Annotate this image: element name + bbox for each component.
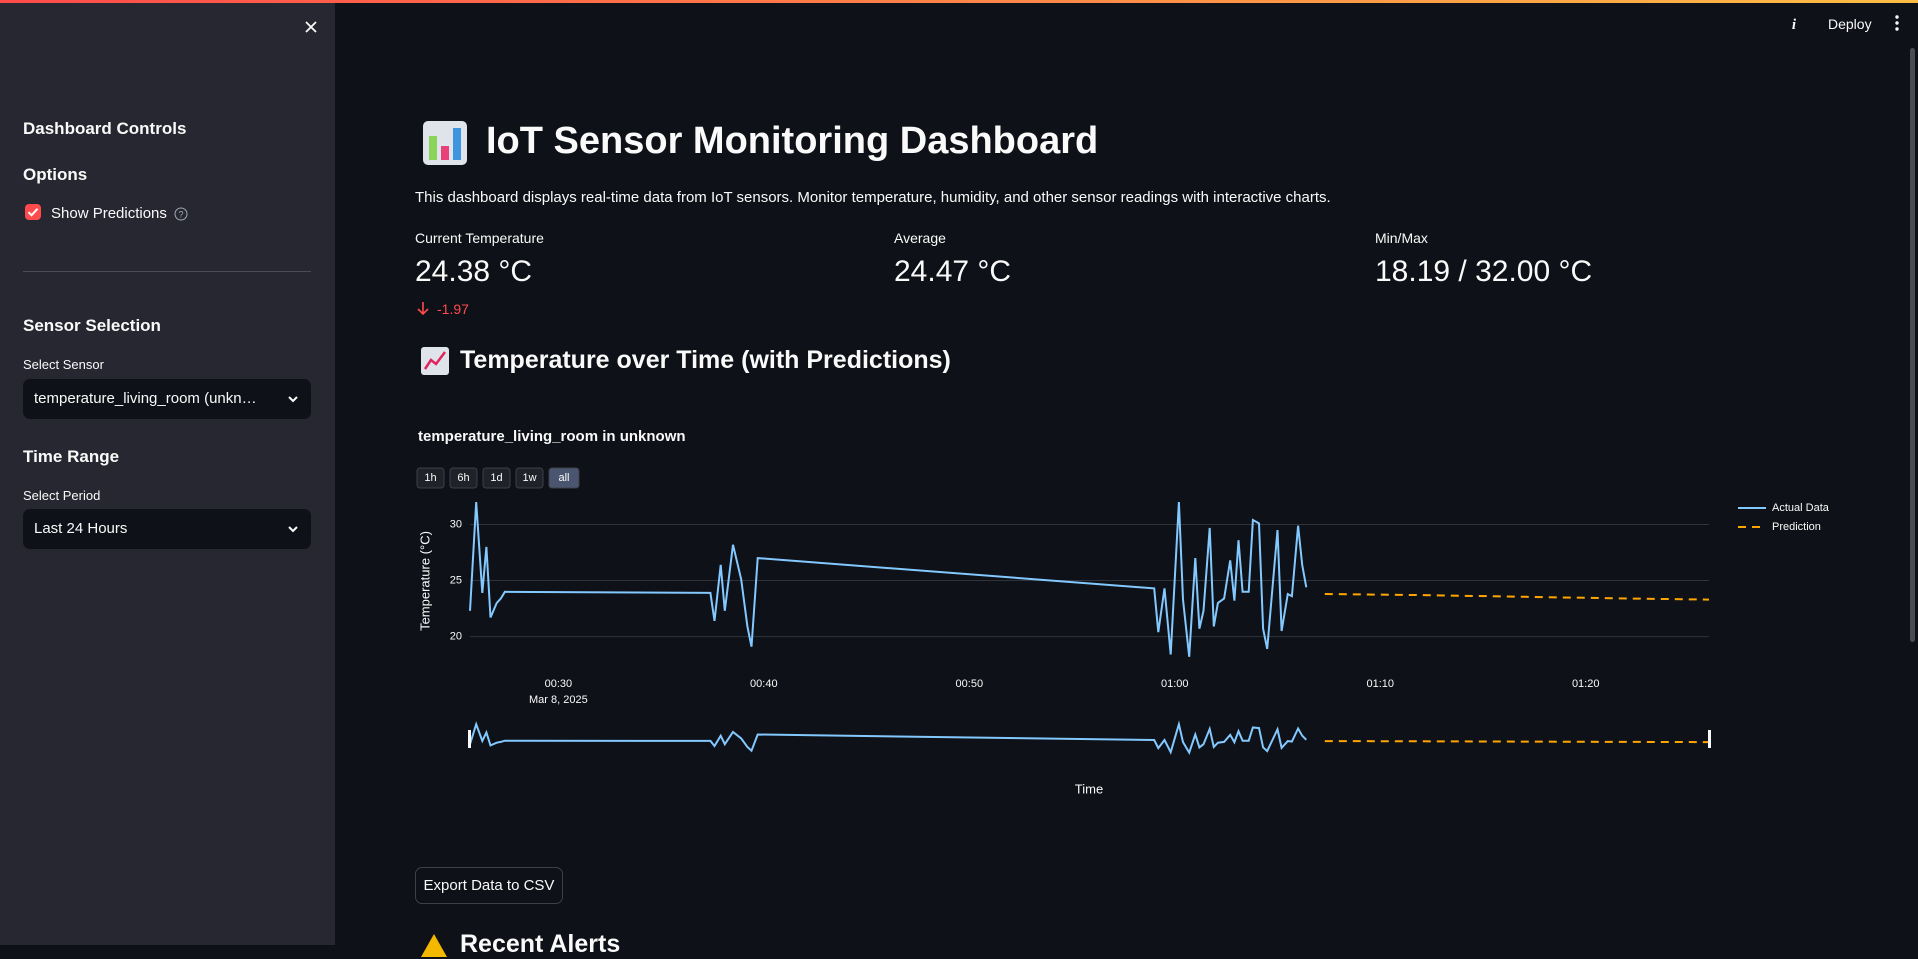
divider [23, 271, 311, 272]
bar-chart-icon [423, 121, 467, 165]
range-button[interactable] [482, 467, 511, 489]
svg-text:?: ? [178, 210, 183, 220]
range-button-label[interactable]: all [558, 472, 569, 484]
range-button[interactable] [416, 467, 445, 489]
x-axis-title: Time [1075, 781, 1103, 796]
sensor-label: Select Sensor [23, 357, 104, 372]
data-line [469, 502, 1308, 657]
options-heading: Options [23, 165, 88, 184]
range-button[interactable] [548, 467, 580, 489]
x-tick-label: 00:40 [750, 678, 778, 690]
metric-value: 24.38 °C [415, 255, 533, 288]
y-tick-label: 25 [450, 574, 462, 586]
checkbox-label[interactable]: Show Predictions [51, 205, 167, 222]
range-button[interactable] [449, 467, 478, 489]
period-select[interactable]: Last 24 Hours [23, 509, 311, 549]
check-mark [27, 208, 39, 217]
chart: temperature_living_room in unknown Tempe… [416, 428, 1830, 796]
checkbox[interactable] [25, 204, 41, 220]
x-date-label: Mar 8, 2025 [529, 694, 588, 706]
range-slider-line [469, 720, 1308, 755]
page-title: IoT Sensor Monitoring Dashboard [486, 120, 1099, 162]
chart-title: temperature_living_room in unknown [418, 428, 686, 445]
range-button-label[interactable]: 1d [490, 472, 502, 484]
chevron [288, 526, 298, 533]
deploy-button[interactable]: Deploy [1828, 16, 1872, 32]
description: This dashboard displays real-time data f… [415, 189, 1331, 206]
select-value: Last 24 Hours [34, 520, 128, 537]
chevron [288, 396, 298, 403]
help-icon[interactable]: ? [174, 207, 188, 221]
metric-value: 18.19 / 32.00 °C [1375, 255, 1593, 288]
range-button-label[interactable]: 6h [457, 472, 469, 484]
range-button[interactable] [515, 467, 544, 489]
legend-label[interactable]: Prediction [1772, 521, 1821, 533]
x-tick-label: 01:20 [1572, 678, 1600, 690]
svg-text:i: i [1792, 17, 1797, 33]
y-axis-title: Temperature (°C) [417, 531, 432, 631]
data-line [1324, 593, 1710, 601]
y-tick-label: 20 [450, 630, 462, 642]
scrollbar[interactable] [1910, 48, 1915, 642]
top-decoration [0, 0, 1918, 3]
section-heading: Temperature over Time (with Predictions) [460, 346, 951, 374]
x-tick-label: 00:30 [545, 678, 573, 690]
metric-label: Average [894, 230, 946, 246]
x-tick-label: 01:00 [1161, 678, 1189, 690]
line-chart-icon [421, 347, 449, 375]
metric-delta: -1.97 [437, 301, 469, 317]
warning-icon [421, 934, 447, 957]
menu-icon[interactable] [1893, 14, 1901, 32]
x-tick-label: 01:10 [1366, 678, 1394, 690]
export-button[interactable]: Export Data to CSV [415, 867, 563, 904]
sensor-heading: Sensor Selection [23, 316, 161, 335]
select-value: temperature_living_room (unkn… [34, 390, 257, 407]
period-label: Select Period [23, 488, 101, 503]
x-tick-label: 00:50 [956, 678, 984, 690]
info-icon[interactable]: i [1788, 15, 1800, 33]
sidebar: Dashboard Controls Options Show Predicti… [0, 3, 335, 945]
legend-label[interactable]: Actual Data [1772, 502, 1830, 514]
range-slider-line [1324, 740, 1710, 744]
range-button-label[interactable]: 1w [522, 472, 536, 484]
delta-arrow [417, 302, 429, 315]
sidebar-title: Dashboard Controls [23, 119, 187, 138]
time-heading: Time Range [23, 447, 120, 466]
range-handle[interactable] [1708, 730, 1711, 748]
metric-label: Min/Max [1375, 230, 1428, 246]
y-tick-label: 30 [450, 518, 462, 530]
metric-value: 24.47 °C [894, 255, 1012, 288]
close-sidebar[interactable] [304, 20, 318, 34]
sensor-select[interactable]: temperature_living_room (unkn… [23, 379, 311, 419]
range-handle[interactable] [468, 730, 471, 748]
range-button-label[interactable]: 1h [424, 472, 436, 484]
metric-label: Current Temperature [415, 230, 544, 246]
